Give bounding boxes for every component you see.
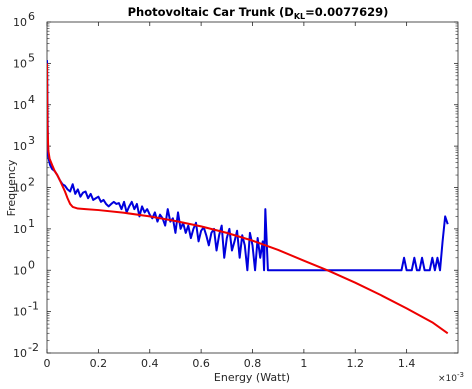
series-line-1 (47, 60, 449, 272)
y-tick-label: 10 (13, 347, 27, 360)
x-multiplier-base: ×10 (438, 374, 457, 384)
y-tick-label: 10 (13, 99, 27, 112)
chart-title-subscript: KL (294, 12, 305, 21)
plot-area (46, 21, 459, 354)
x-axis-label: Energy (Watt) (214, 371, 290, 384)
y-tick-exponent: -1 (28, 300, 39, 313)
x-tick-label: 0.2 (90, 357, 108, 370)
chart-title-suffix: =0.0077629) (305, 5, 388, 19)
x-multiplier: ×10-3 (438, 371, 464, 384)
y-tick-exponent: 3 (28, 134, 35, 147)
y-tick-label: 10 (13, 16, 27, 29)
y-tick-exponent: -2 (28, 341, 39, 354)
x-tick-label: 0.8 (244, 357, 262, 370)
chart-title-prefix: Photovoltaic Car Trunk (D (128, 5, 294, 19)
x-axis: 0 0.2 0.4 0.6 0.8 1 1.2 1.4 (44, 22, 416, 370)
x-tick-label: 0.4 (141, 357, 159, 370)
x-tick-label: 1 (300, 357, 307, 370)
y-tick-exponent: 4 (28, 93, 35, 106)
x-tick-label: 1.2 (347, 357, 365, 370)
y-tick-label: 10 (13, 57, 27, 70)
y-tick-label: 10 (13, 140, 27, 153)
y-tick-label: 10 (13, 182, 27, 195)
series-layer (47, 60, 449, 335)
y-tick-label: 10 (13, 264, 27, 277)
y-tick-exponent: 1 (28, 217, 35, 230)
chart-title: Photovoltaic Car Trunk (DKL=0.0077629) (128, 5, 389, 21)
x-tick-label: 0 (44, 357, 51, 370)
y-axis-label: Frequency (5, 159, 18, 216)
y-tick-label: 10 (13, 306, 27, 319)
y-tick-exponent: 6 (28, 10, 35, 23)
x-tick-label: 0.6 (192, 357, 210, 370)
y-tick-exponent: 2 (28, 176, 35, 189)
y-tick-label: 10 (13, 223, 27, 236)
y-tick-exponent: 0 (28, 258, 35, 271)
x-tick-label: 1.4 (398, 357, 416, 370)
y-tick-exponent: 5 (28, 51, 35, 64)
x-multiplier-exponent: -3 (457, 371, 464, 379)
series-line-2 (47, 63, 449, 335)
